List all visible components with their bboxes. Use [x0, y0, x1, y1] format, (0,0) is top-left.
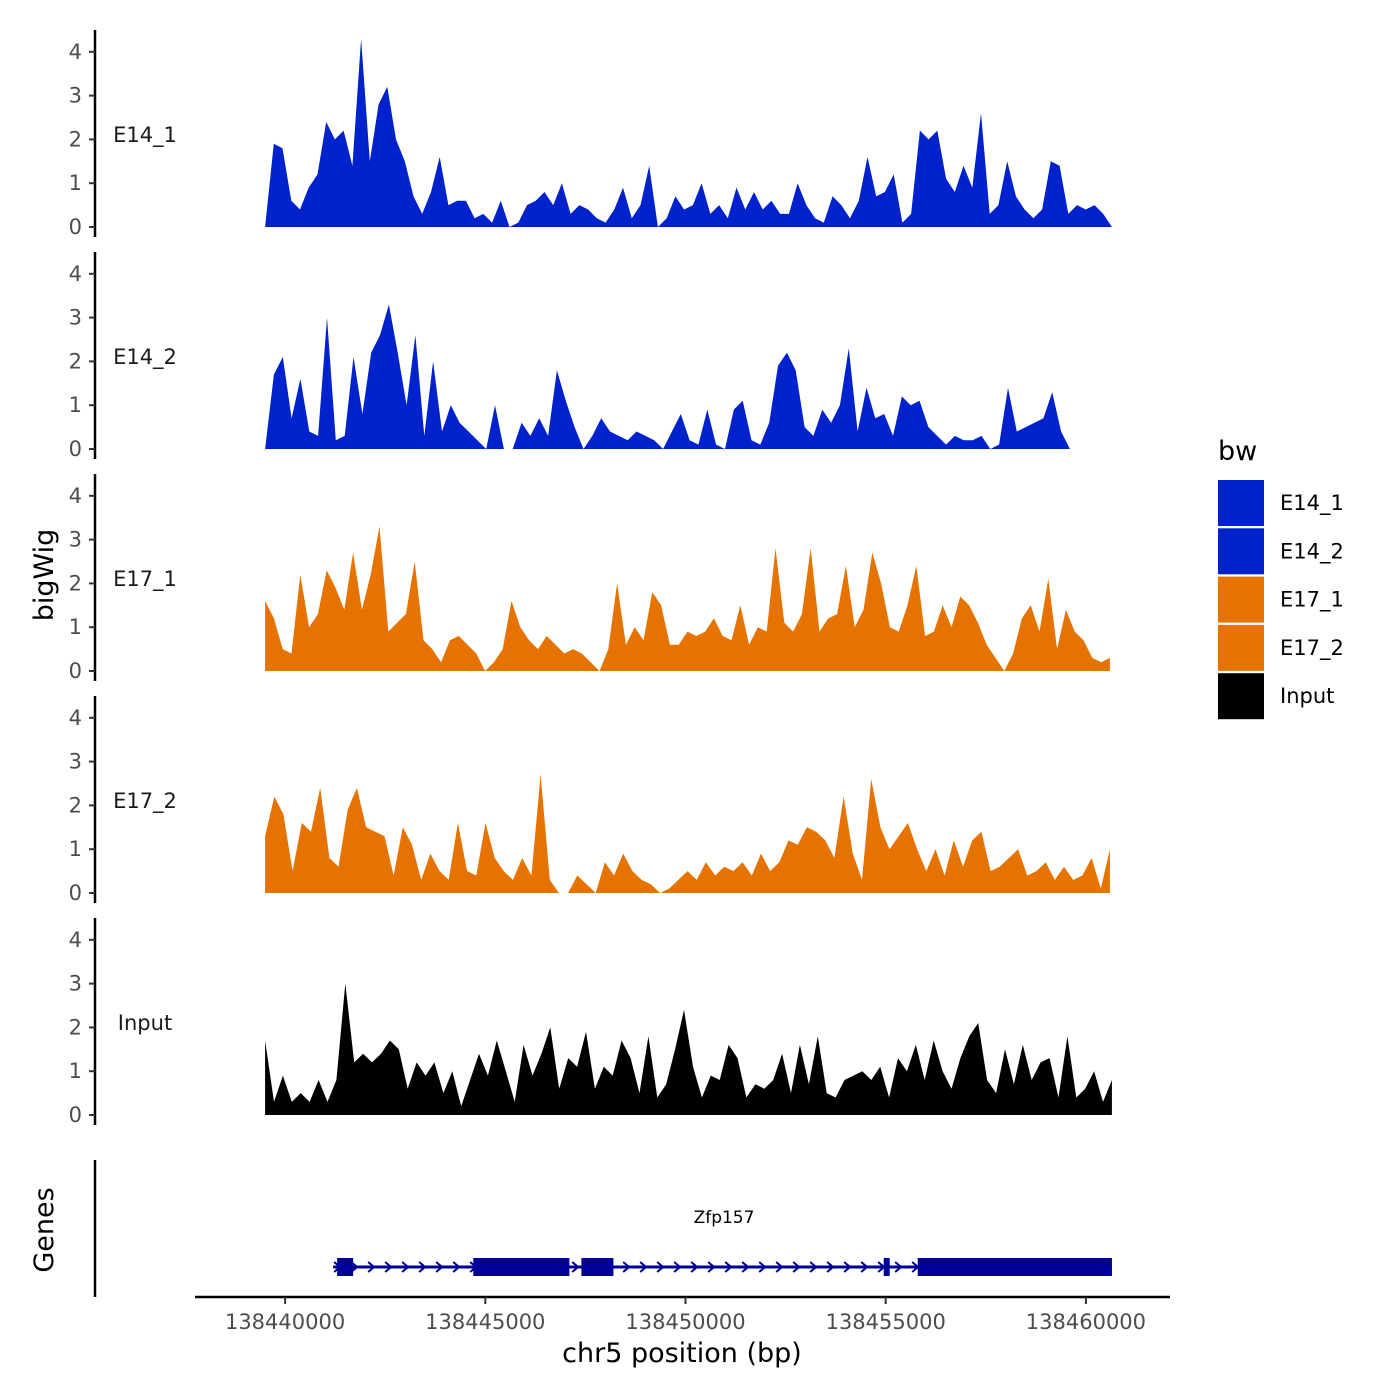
- strand-arrow: [826, 1261, 835, 1273]
- gene-exon: [581, 1258, 614, 1276]
- gene-exon: [917, 1258, 1112, 1276]
- track-E14_2: 0 1 2 3 4 E14_2: [69, 252, 1070, 461]
- strand-arrow: [452, 1261, 461, 1273]
- legend-title: bw: [1218, 436, 1257, 467]
- strand-arrow: [860, 1261, 869, 1273]
- track-label: E14_2: [113, 345, 177, 370]
- y-tick-label: 1: [69, 1059, 82, 1083]
- y-tick-label: 2: [69, 571, 82, 595]
- y-tick-label: 0: [69, 437, 82, 461]
- y-tick-label: 0: [69, 881, 82, 905]
- strand-arrow: [707, 1261, 716, 1273]
- strand-arrow: [639, 1261, 648, 1273]
- y-tick-label: 4: [69, 262, 82, 286]
- y-tick-label: 2: [69, 127, 82, 151]
- legend-label: E14_2: [1280, 539, 1344, 564]
- legend: bw E14_1 E14_2 E17_1 E17_2 Input: [1218, 436, 1344, 720]
- y-tick-label: 4: [69, 928, 82, 952]
- legend-label: E14_1: [1280, 491, 1344, 516]
- y-tick-label: 2: [69, 349, 82, 373]
- strand-arrow: [622, 1261, 631, 1273]
- gene-exon: [883, 1258, 890, 1276]
- strand-arrow: [758, 1261, 767, 1273]
- track-E17_2: 0 1 2 3 4 E17_2: [69, 696, 1110, 905]
- area-E14_2: [265, 304, 1070, 449]
- x-tick-label: 138450000: [625, 1310, 745, 1334]
- legend-swatch: [1218, 576, 1264, 623]
- strand-arrow: [401, 1261, 410, 1273]
- y-tick-label: 1: [69, 615, 82, 639]
- y-axis-title: bigWig: [29, 529, 60, 622]
- legend-swatch: [1218, 673, 1264, 720]
- strand-arrow: [673, 1261, 682, 1273]
- strand-arrow: [724, 1261, 733, 1273]
- y-tick-label: 0: [69, 1103, 82, 1127]
- y-tick-label: 0: [69, 659, 82, 683]
- y-tick-label: 1: [69, 393, 82, 417]
- strand-arrow: [894, 1261, 903, 1273]
- strand-arrow: [384, 1261, 393, 1273]
- x-tick-label: 138445000: [425, 1310, 545, 1334]
- track-E17_1: 0 1 2 3 4 E17_1: [69, 474, 1110, 683]
- y-tick-label: 4: [69, 706, 82, 730]
- y-tick-label: 2: [69, 1015, 82, 1039]
- x-axis-title: chr5 position (bp): [562, 1338, 802, 1369]
- y-tick-label: 0: [69, 215, 82, 239]
- area-Input: [265, 983, 1112, 1115]
- strand-arrow: [435, 1261, 444, 1273]
- x-tick-label: 138440000: [225, 1310, 345, 1334]
- y-tick-label: 3: [69, 306, 82, 330]
- x-axis: 138440000 138445000 138450000 138455000 1384…: [195, 1295, 1170, 1334]
- legend-label: Input: [1280, 684, 1334, 708]
- track-label: E17_2: [113, 789, 177, 814]
- track-E14_1: 0 1 2 3 4 E14_1: [69, 30, 1112, 239]
- strand-arrow: [690, 1261, 699, 1273]
- gene-label: Zfp157: [694, 1208, 755, 1228]
- legend-label: E17_1: [1280, 588, 1344, 613]
- gene-panel: Genes Zfp157: [29, 1160, 1112, 1297]
- area-E17_2: [265, 774, 1110, 893]
- gene-exon: [473, 1258, 570, 1276]
- track-label: E17_1: [113, 567, 177, 592]
- strand-arrow: [741, 1261, 750, 1273]
- strand-arrow: [809, 1261, 818, 1273]
- x-tick-label: 138460000: [1026, 1310, 1146, 1334]
- y-tick-label: 1: [69, 837, 82, 861]
- strand-arrow: [656, 1261, 665, 1273]
- strand-arrow: [367, 1261, 376, 1273]
- y-tick-label: 1: [69, 171, 82, 195]
- track-label: Input: [118, 1011, 172, 1035]
- y-tick-label: 3: [69, 972, 82, 996]
- strand-arrow: [792, 1261, 801, 1273]
- gene-model: [333, 1258, 1112, 1276]
- y-tick-label: 3: [69, 528, 82, 552]
- area-E14_1: [265, 38, 1112, 228]
- legend-swatch: [1218, 528, 1264, 575]
- legend-swatch: [1218, 624, 1264, 671]
- strand-arrow: [775, 1261, 784, 1273]
- genes-axis-title: Genes: [29, 1187, 60, 1272]
- y-tick-label: 2: [69, 793, 82, 817]
- strand-arrow: [571, 1261, 580, 1273]
- y-tick-label: 4: [69, 40, 82, 64]
- gene-exon: [337, 1258, 354, 1276]
- track-Input: 0 1 2 3 4 Input: [69, 918, 1112, 1127]
- y-tick-label: 4: [69, 484, 82, 508]
- strand-arrow: [418, 1261, 427, 1273]
- legend-swatch: [1218, 480, 1264, 526]
- area-E17_1: [265, 526, 1110, 671]
- y-tick-label: 3: [69, 84, 82, 108]
- strand-arrow: [843, 1261, 852, 1273]
- y-tick-label: 3: [69, 750, 82, 774]
- x-tick-label: 138455000: [826, 1310, 946, 1334]
- signal-tracks: 0 1 2 3 4 E14_1 0 1 2 3 4 E14_2 0 1 2 3 4 E17_1 0 1 2 3 4 E17_2…: [69, 30, 1112, 1127]
- track-label: E14_1: [113, 123, 177, 148]
- legend-label: E17_2: [1280, 636, 1344, 661]
